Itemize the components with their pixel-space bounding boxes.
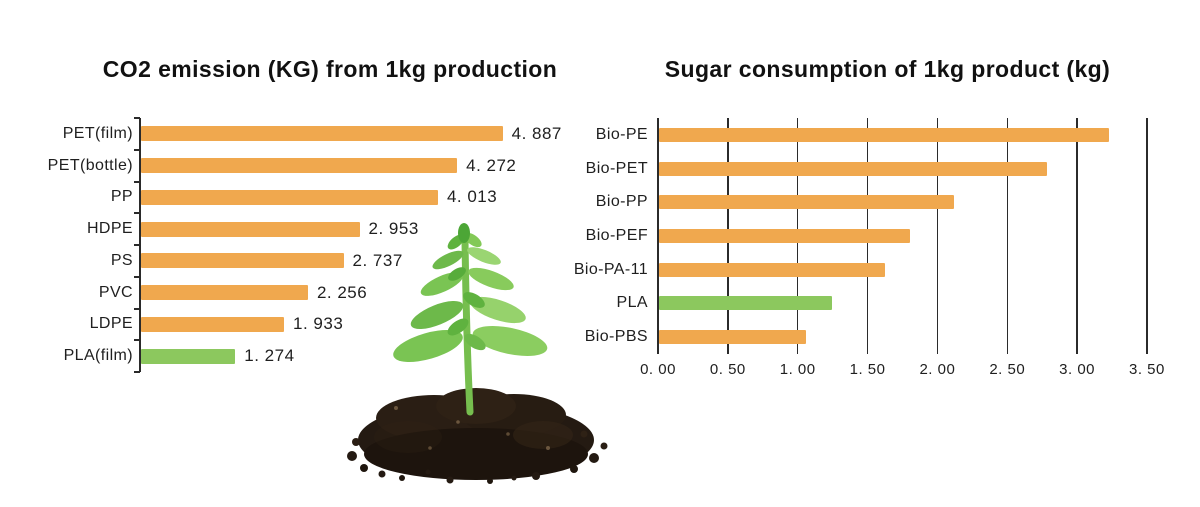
category-label: LDPE [89,315,133,333]
gridline [1006,118,1008,354]
category-label: PET(film) [62,124,133,142]
seedling-in-soil-illustration [347,223,608,484]
value-label: 4. 887 [511,123,562,143]
category-label: Bio-PE [595,125,648,143]
category-label: Bio-PEF [585,227,648,244]
x-tick-label: 0. 00 [640,361,676,378]
bar-PET(film) [141,126,503,142]
x-tick-label: 3. 50 [1129,361,1165,378]
value-label: 1. 274 [244,346,295,366]
category-label: Bio-PBS [584,328,648,346]
category-label: PET(bottle) [47,156,133,174]
bar-Bio-PP [659,195,954,210]
bar-PVC [141,285,308,301]
category-label: PLA [616,294,648,312]
category-label: Bio-PET [585,159,648,177]
bar-PET(bottle) [141,158,458,174]
value-label: 4. 272 [466,155,517,175]
category-label: Bio-PA-11 [573,260,648,278]
bar-HDPE [141,221,360,237]
bar-Bio-PEF [659,229,911,243]
y-axis-tick [134,117,140,119]
value-label: 1. 933 [293,314,344,334]
co2-chart-title: CO2 emission (KG) from 1kg production [102,56,558,82]
value-label: 4. 013 [446,187,498,207]
bar-Bio-PE [659,127,1109,142]
gridline [657,118,659,354]
bar-PP [141,189,438,205]
y-axis-tick [134,339,140,342]
bar-highlight-PLA(film) [141,348,236,364]
x-tick-label: 3. 00 [1059,361,1096,378]
soil-mound [347,388,608,484]
gridline [936,118,939,354]
category-label: HDPE [86,220,133,238]
x-tick-label: 1. 00 [779,361,816,378]
x-tick-label: 2. 50 [989,361,1026,378]
y-axis-tick [134,307,140,310]
value-label: 2. 953 [368,219,419,239]
y-axis-tick [134,180,140,183]
y-axis-tick [134,244,140,246]
bar-LDPE [141,316,285,332]
value-label: 2. 737 [352,250,403,270]
category-label: PLA(film) [63,347,133,365]
bar-PS [141,253,344,269]
gridline [1076,118,1078,354]
category-label: PVC [98,283,133,301]
bar-Bio-PET [659,161,1048,176]
category-label: PS [110,251,133,269]
x-tick-label: 0. 50 [709,361,746,378]
x-tick-label: 1. 50 [849,361,886,378]
gridline [1146,118,1148,354]
y-axis-tick [134,275,140,278]
category-label: Bio-PP [595,193,648,211]
bar-highlight-PLA [659,296,833,311]
bar-Bio-PA-11 [659,262,886,277]
seedling-plant [393,223,548,416]
sugar-chart-title: Sugar consumption of 1kg product (kg) [664,56,1111,82]
category-label: PP [110,188,133,206]
value-label: 2. 256 [316,282,368,302]
y-axis-line [139,118,141,372]
y-axis-tick [134,148,140,151]
y-axis-tick [134,212,140,215]
bar-Bio-PBS [659,330,806,345]
y-axis-tick [134,371,140,373]
x-tick-label: 2. 00 [919,361,956,378]
